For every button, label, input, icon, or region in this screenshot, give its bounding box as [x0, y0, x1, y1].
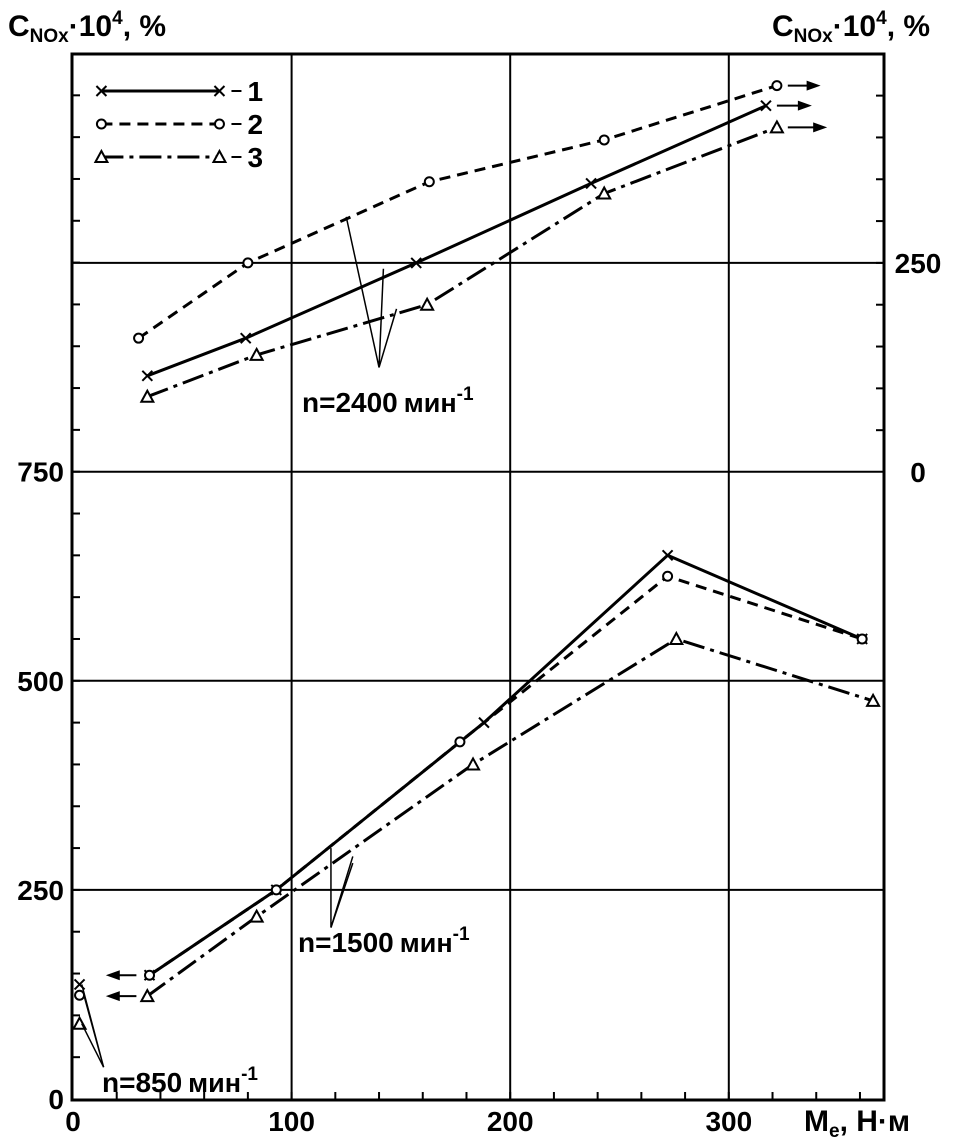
y-right-tick-label: 0 [910, 457, 926, 488]
data-point-3 [139, 388, 156, 403]
data-point-2 [133, 332, 145, 344]
leader-n1500 [330, 862, 354, 928]
legend-marker-2 [95, 118, 107, 130]
y-left-tick-label: 500 [17, 666, 64, 697]
data-point-3 [419, 296, 435, 311]
legend-label-2: 2 [247, 109, 263, 140]
legend-marker-3 [93, 148, 110, 163]
data-point-1 [141, 370, 154, 382]
data-point-1 [585, 177, 597, 190]
annotation-n1500: n=1500 мин-1 [298, 924, 470, 958]
data-point-1 [661, 549, 674, 562]
x-tick-label: 300 [705, 1106, 752, 1137]
axis-arrows [105, 80, 828, 1002]
data-point-2 [856, 633, 868, 645]
data-point-2 [771, 80, 783, 92]
data-point-1 [239, 332, 252, 344]
annotation-n850: n=850 мин-1 [102, 1064, 258, 1098]
legend-label-3: 3 [247, 142, 263, 173]
data-point-3 [248, 908, 265, 923]
series-line-1 [146, 104, 767, 378]
data-point-3 [465, 756, 481, 771]
series-group [71, 978, 88, 1030]
data-point-2 [144, 969, 156, 981]
data-point-2 [242, 257, 254, 269]
y-right-axis-title: CNOx·104, % [772, 8, 930, 47]
leader-lines [81, 216, 398, 1068]
arrow-left [105, 991, 120, 1002]
x-tick-label: 100 [268, 1106, 315, 1137]
series-layer [71, 80, 881, 1030]
x-axis-title: Me, Н·м [804, 1105, 910, 1142]
y-left-tick-label: 250 [17, 875, 64, 906]
leader-n850 [81, 1023, 105, 1068]
tick-labels: 0 100 200 300 0 250 500 750 0 250 [17, 248, 941, 1137]
data-point-2 [74, 989, 86, 1001]
y-right-tick-label: 250 [895, 248, 942, 279]
data-point-3 [668, 630, 685, 645]
data-point-2 [454, 736, 466, 748]
data-point-1 [410, 257, 422, 269]
leader-n2400 [378, 308, 398, 368]
data-point-3 [248, 346, 265, 361]
y-left-tick-label: 0 [48, 1084, 64, 1115]
data-point-2 [662, 570, 674, 582]
arrow-right [797, 100, 812, 111]
data-point-3 [139, 988, 156, 1003]
legend-marker-1 [95, 85, 108, 97]
data-point-2 [270, 884, 282, 896]
series-group [139, 549, 881, 1003]
data-point-2 [598, 134, 610, 146]
arrow-left [105, 970, 120, 981]
legend-marker-1 [213, 85, 226, 97]
data-point-1 [760, 99, 772, 112]
axis-ticks [72, 94, 884, 1100]
data-point-3 [769, 119, 785, 134]
plot-frame [70, 52, 886, 1102]
x-tick-label: 200 [487, 1106, 534, 1137]
arrow-right [813, 122, 828, 133]
arrow-right [806, 80, 821, 91]
x-tick-label: 0 [65, 1106, 81, 1137]
y-left-axis-title: CNOx·104, % [8, 8, 166, 47]
legend-marker-2 [213, 118, 225, 130]
grid [72, 54, 884, 1100]
annotation-n2400: n=2400 мин-1 [302, 384, 474, 418]
legend-label-1: 1 [247, 76, 263, 107]
series-group [133, 80, 785, 403]
data-point-2 [423, 176, 435, 188]
legend-marker-3 [211, 148, 228, 163]
y-left-tick-label: 750 [17, 457, 64, 488]
data-point-3 [865, 692, 881, 707]
data-point-3 [596, 185, 612, 200]
legend: 123 [93, 76, 263, 173]
